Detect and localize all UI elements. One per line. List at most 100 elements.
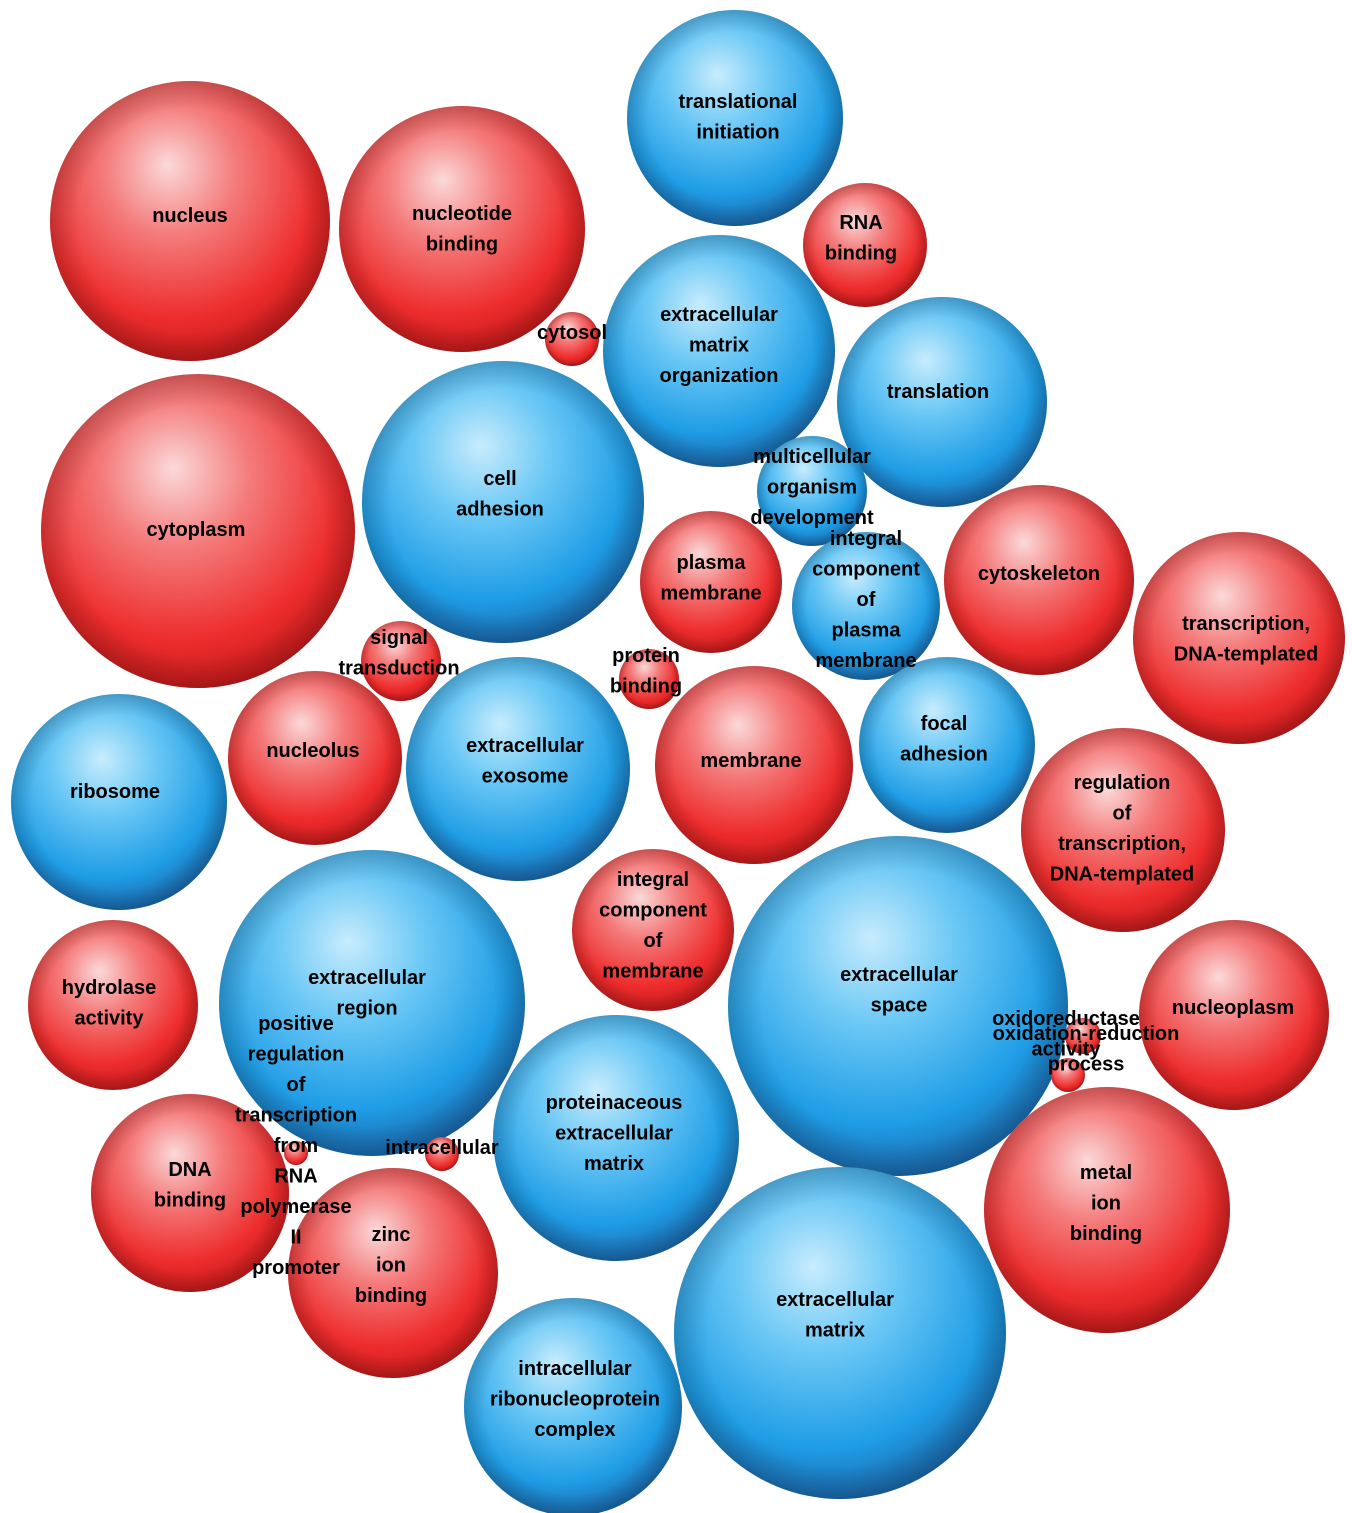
bubble-label-line: plasma [677,552,747,574]
bubble-label-line: zinc [372,1224,411,1246]
bubble-label-line: matrix [584,1153,644,1175]
bubble-shade-positive-regulation-of-transcription-from-rna-polymerase-ii-promoter [284,1141,308,1165]
bubble-label-line: region [336,998,397,1020]
bubble-label-line: polymerase [240,1196,351,1218]
bubble-label-regulation-of-transcription-dna-templated: regulation of transcription, DNA-templated [1050,772,1194,886]
bubble-label-line: regulation [248,1044,345,1066]
bubble-label-rna-binding: RNA binding [825,212,897,265]
bubble-label-line: integral [830,528,902,550]
bubble-label-line: positive [258,1013,334,1035]
bubble-label-oxidoreductase-activity: oxidoreductase activity [992,1008,1140,1061]
bubble-label-line: ion [1091,1193,1121,1215]
bubble-label-nucleolus: nucleolus [266,740,359,762]
bubble-label-line: extracellular [660,304,778,326]
bubble-shade-zinc-ion-binding [288,1168,498,1378]
bubble-label-line: of [1113,803,1132,825]
bubble-label-proteinaceous-extracellular-matrix: proteinaceous extracellular matrix [546,1092,683,1175]
bubble-label-transcription-dna-templated: transcription, DNA-templated [1174,613,1318,666]
bubble-label-line: ribonucleoprotein [490,1389,660,1411]
bubble-label-line: intracellular [385,1137,499,1159]
bubble-shade-extracellular-space [728,836,1068,1176]
bubble-shade-plasma-membrane [640,511,782,653]
bubble-label-line: plasma [832,620,902,642]
bubble-label-line: nucleolus [266,740,359,762]
bubble-label-multicellular-organism-development: multicellular organism development [750,446,874,529]
bubble-label-line: organism [767,477,857,499]
bubble-label-line: protein [612,645,680,667]
bubble-shade-nucleolus [228,671,402,845]
bubble-shade-nucleoplasm [1139,920,1329,1110]
bubble-label-line: signal [370,627,428,649]
bubble-label-line: membrane [602,961,703,983]
bubble-label-line: RNA [839,212,882,234]
bubble-label-line: matrix [689,335,749,357]
bubble-shade-ribosome [11,694,227,910]
bubble-shade-translational-initiation [627,10,843,226]
bubble-label-line: DNA-templated [1050,864,1194,886]
bubble-label-line: membrane [815,650,916,672]
bubble-shade-multicellular-organism-development [757,436,867,546]
bubble-label-positive-regulation-of-transcription-from-rna-polymerase-ii-promoter: positive regulation of transcription from RNA… [235,1013,357,1279]
bubble-label-zinc-ion-binding: zinc ion binding [355,1224,427,1307]
bubble-label-oxidation-reduction-process: oxidation-reduction process [993,1023,1180,1076]
bubble-label-line: transcription, [1182,613,1310,635]
bubble-label-line: metal [1080,1162,1132,1184]
bubble-label-line: promoter [252,1257,340,1279]
bubble-label-cytosol: cytosol [537,322,607,344]
bubble-label-intracellular-ribonucleoprotein-complex: intracellular ribonucleoprotein complex [490,1358,660,1441]
bubbles-layer [11,10,1345,1513]
bubble-label-line: binding [426,234,498,256]
bubble-label-line: development [750,507,874,529]
bubble-label-line: cytoskeleton [978,563,1100,585]
bubble-shade-transcription-dna-templated [1133,532,1345,744]
bubble-label-line: integral [617,869,689,891]
bubble-shade-oxidation-reduction-process [1051,1058,1085,1092]
bubble-label-line: cytoplasm [147,519,246,541]
bubble-label-line: binding [1070,1223,1142,1245]
bubble-label-line: nucleotide [412,203,512,225]
bubble-label-line: extracellular [308,967,426,989]
bubble-label-line: extracellular [840,964,958,986]
bubble-label-translation: translation [887,381,989,403]
bubble-label-ribosome: ribosome [70,781,160,803]
bubble-shade-intracellular-ribonucleoprotein-complex [464,1298,682,1513]
bubble-label-line: membrane [700,750,801,772]
bubble-shade-metal-ion-binding [984,1087,1230,1333]
bubble-label-hydrolase-activity: hydrolase activity [62,977,156,1030]
bubble-label-line: hydrolase [62,977,156,999]
bubble-label-nucleotide-binding: nucleotide binding [412,203,512,256]
bubble-label-line: intracellular [518,1358,632,1380]
bubble-label-line: of [287,1074,306,1096]
bubble-label-line: component [812,559,920,581]
bubble-label-line: matrix [805,1320,865,1342]
bubble-shade-dna-binding [91,1094,289,1292]
bubble-label-line: focal [921,713,968,735]
bubble-shade-regulation-of-transcription-dna-templated [1021,728,1225,932]
bubble-label-line: activity [1032,1039,1102,1061]
bubble-label-line: oxidation-reduction [993,1023,1180,1045]
bubble-shade-intracellular [425,1137,459,1171]
bubble-label-membrane: membrane [700,750,801,772]
bubble-label-extracellular-region: extracellular region [308,967,426,1020]
bubble-label-line: from [274,1135,318,1157]
bubble-label-line: adhesion [456,499,544,521]
bubble-shade-nucleus [50,81,330,361]
bubble-label-line: DNA [168,1159,211,1181]
bubble-label-line: cell [483,468,516,490]
bubble-label-line: regulation [1074,772,1171,794]
bubble-label-line: ribosome [70,781,160,803]
bubble-shade-focal-adhesion [859,657,1035,833]
bubble-label-line: extracellular [466,735,584,757]
bubble-label-line: initiation [696,122,779,144]
bubble-label-line: activity [75,1008,145,1030]
bubble-label-line: exosome [482,766,569,788]
bubble-label-line: organization [660,365,779,387]
bubble-label-line: complex [534,1419,615,1441]
bubble-label-line: binding [610,676,682,698]
bubble-shade-membrane [655,666,853,864]
bubble-label-extracellular-matrix: extracellular matrix [776,1289,894,1342]
bubble-shade-extracellular-matrix-organization [603,235,835,467]
bubble-label-line: translation [887,381,989,403]
bubble-label-line: proteinaceous [546,1092,683,1114]
bubble-label-line: adhesion [900,744,988,766]
